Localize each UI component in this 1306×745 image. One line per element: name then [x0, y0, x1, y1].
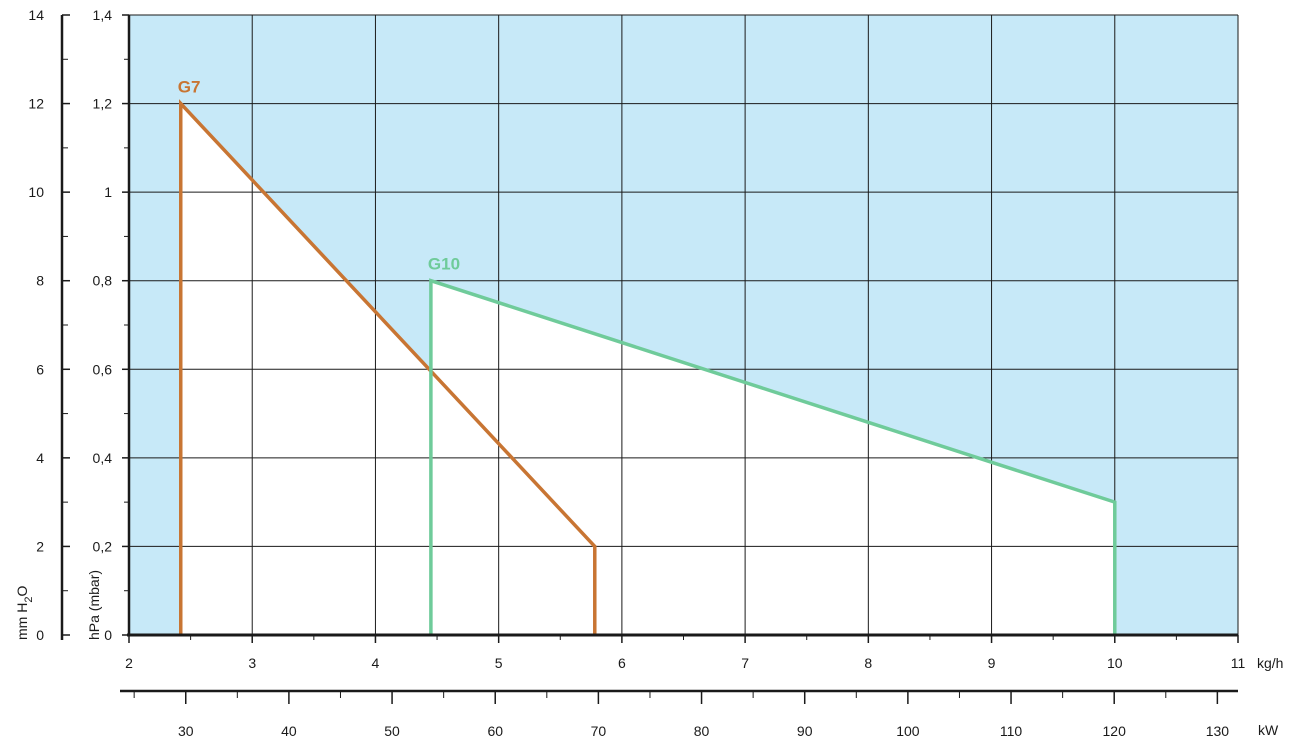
x2-tick-label: 120: [1103, 723, 1127, 739]
x2-tick-label: 60: [487, 723, 503, 739]
y-tick-label: 0,6: [93, 361, 113, 377]
x2-tick-label: 70: [591, 723, 607, 739]
x2-axis-label: kW: [1258, 722, 1279, 738]
x2-tick-label: 40: [281, 723, 297, 739]
x-tick-label: 3: [248, 655, 256, 671]
x-tick-label: 8: [864, 655, 872, 671]
y-axis-label: hPa (mbar): [86, 570, 102, 640]
y2-label-subscript: 2: [23, 597, 35, 603]
x2-tick-label: 80: [694, 723, 710, 739]
x-tick-label: 11: [1231, 655, 1246, 671]
x2-tick-label: 110: [1000, 723, 1023, 739]
y-tick-label: 0,2: [93, 538, 113, 554]
x-tick-label: 6: [618, 655, 626, 671]
y2-tick-label: 2: [36, 538, 44, 554]
series-line-g10: [429, 278, 1117, 635]
y2-axis-label: mm H2O: [14, 586, 35, 640]
x2-tick-label: 90: [797, 723, 813, 739]
x-tick-label: 9: [988, 655, 996, 671]
y-tick-label: 1,4: [93, 7, 113, 23]
y2-tick-label: 4: [36, 450, 44, 466]
x2-tick-label: 100: [896, 723, 920, 739]
x-tick-label: 4: [372, 655, 380, 671]
x2-tick-label: 130: [1206, 723, 1230, 739]
y-tick-label: 0: [104, 627, 112, 643]
y-tick-label: 0,4: [93, 450, 113, 466]
x-tick-label: 7: [741, 655, 749, 671]
y2-tick-label: 0: [36, 627, 44, 643]
y2-tick-label: 10: [28, 184, 44, 200]
y-tick-label: 1: [104, 184, 112, 200]
series-lines: G7 G10: [178, 78, 1117, 635]
y2-tick-label: 6: [36, 361, 44, 377]
x2-tick-label: 30: [178, 723, 194, 739]
y2-tick-label: 8: [36, 273, 44, 289]
x-tick-label: 10: [1107, 655, 1123, 671]
x-axis-label: kg/h: [1257, 655, 1283, 671]
y2-label-prefix: mm H: [14, 603, 30, 640]
axis-labels: kg/h kW hPa (mbar) mm H2O: [14, 570, 1283, 738]
y-tick-label: 0,8: [93, 273, 113, 289]
x2-tick-label: 50: [384, 723, 400, 739]
series-line-g7: [179, 99, 597, 635]
y2-label-suffix: O: [14, 586, 30, 597]
y2-tick-label: 14: [28, 7, 44, 23]
y-tick-label: 1,2: [93, 96, 113, 112]
series-label-g10: G10: [428, 255, 460, 274]
series-label-g7: G7: [178, 78, 201, 97]
x-tick-label: 5: [495, 655, 503, 671]
y2-tick-label: 12: [28, 96, 44, 112]
x-tick-label: 2: [125, 655, 133, 671]
